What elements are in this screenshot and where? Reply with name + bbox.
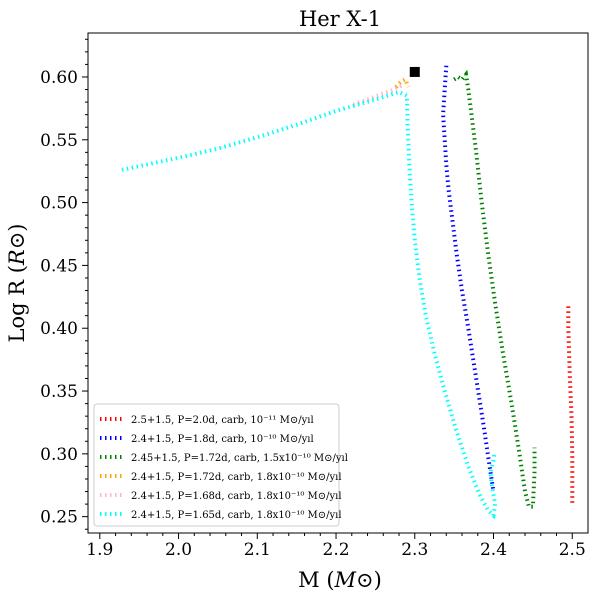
x-axis-label: M (M⊙)	[298, 568, 382, 592]
y-tick-label: 0.40	[40, 319, 78, 339]
y-tick-label: 0.45	[40, 256, 78, 276]
series-line-3	[394, 76, 411, 89]
y-tick-label: 0.30	[40, 445, 78, 465]
legend: 2.5+1.5, P=2.0d, carb, 10⁻¹¹ M⊙/yıl 2.4+1…	[93, 403, 348, 527]
legend-label: 2.4+1.5, P=1.65d, carb, 1.8x10⁻¹⁰ M⊙/yıl	[131, 510, 342, 521]
x-tick-label: 2.4	[480, 540, 507, 560]
legend-label: 2.4+1.5, P=1.8d, carb, 10⁻¹⁰ M⊙/yıl	[131, 434, 314, 445]
series-line-2	[453, 69, 537, 509]
y-axis-label: Log R (R⊙)	[5, 224, 29, 343]
series-group	[121, 65, 575, 520]
legend-label: 2.45+1.5, P=1.72d, carb, 1.5x10⁻¹⁰ M⊙/yı…	[131, 453, 348, 464]
series-line-0	[566, 305, 575, 503]
y-tick-label: 0.50	[40, 194, 78, 214]
legend-box	[93, 403, 340, 527]
legend-label: 2.5+1.5, P=2.0d, carb, 10⁻¹¹ M⊙/yıl	[131, 415, 314, 426]
x-tick-label: 2.1	[244, 540, 271, 560]
x-tick-label: 2.2	[323, 540, 350, 560]
series-line-5	[121, 89, 498, 520]
y-tick-label: 0.25	[40, 508, 78, 528]
legend-label: 2.4+1.5, P=1.72d, carb, 1.8x10⁻¹⁰ M⊙/yıl	[131, 472, 342, 483]
chart-title: Her X-1	[299, 7, 381, 31]
legend-label: 2.4+1.5, P=1.68d, carb, 1.8x10⁻¹⁰ M⊙/yıl	[131, 491, 342, 502]
y-tick-label: 0.60	[40, 68, 78, 88]
x-tick-label: 1.9	[86, 540, 113, 560]
y-tick-label: 0.35	[40, 382, 78, 402]
x-tick-label: 2.5	[559, 540, 586, 560]
x-tick-label: 2.3	[401, 540, 428, 560]
x-tick-label: 2.0	[165, 540, 192, 560]
her-x1-marker	[409, 66, 420, 77]
marker-group	[409, 66, 420, 77]
axis-ticks: 1.9 2.0 2.1 2.2 2.3 2.4 2.5 0.25 0.30 0.35 0.40 0.4…	[40, 38, 586, 560]
y-tick-label: 0.55	[40, 131, 78, 151]
